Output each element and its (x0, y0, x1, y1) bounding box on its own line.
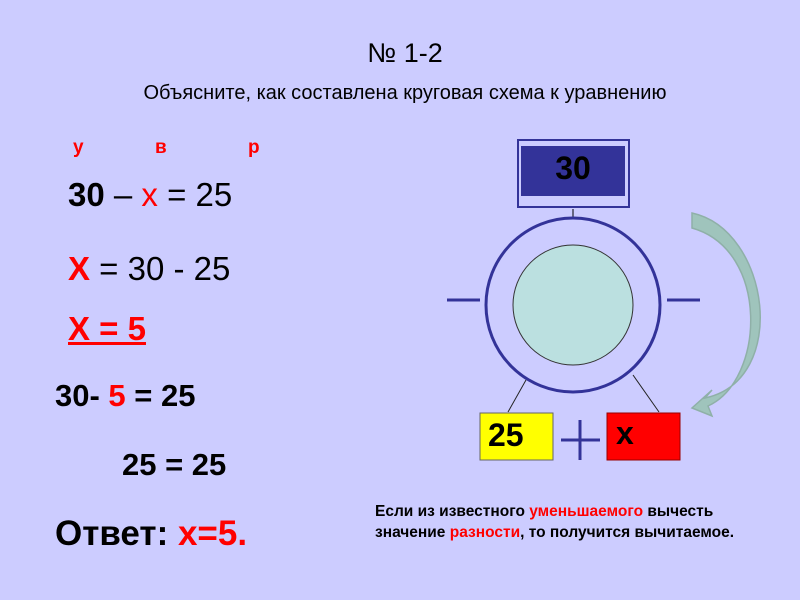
note-text-2: вычесть значение (375, 503, 714, 541)
eq-minus: – (104, 176, 142, 213)
note-highlight-difference: разности (449, 524, 521, 541)
check-rest: = 25 (125, 378, 196, 413)
note-highlight-minuend: уменьшаемого (529, 503, 644, 520)
check-line: 30- 5 = 25 (55, 378, 195, 414)
label-subtrahend: в (155, 137, 167, 158)
step1-x: X (68, 250, 91, 287)
answer-value: x=5. (177, 514, 248, 553)
check-a: 30- (55, 378, 109, 413)
solution-result: X = 5 (68, 310, 146, 347)
right-box (606, 412, 681, 461)
eq-x: x (141, 176, 158, 213)
slide-subtitle: Объясните, как составлена круговая схема… (143, 82, 667, 104)
equation: 30 – x = 25 (68, 176, 232, 214)
inner-circle (512, 244, 634, 366)
outer-circle (484, 216, 662, 394)
slide-title: № 1-2 (367, 38, 443, 68)
top-box (521, 146, 625, 196)
check-result: 25 = 25 (122, 447, 227, 482)
top-box-value: 30 (555, 150, 591, 186)
label-difference: р (248, 137, 260, 158)
eq-minuend: 30 (68, 176, 105, 213)
label-minuend: у (73, 137, 84, 158)
right-box-value: x (616, 415, 634, 451)
top-box-frame (517, 139, 630, 208)
note-text-1: Если из известного (375, 503, 530, 520)
answer-label: Ответ: (55, 514, 178, 553)
curved-arrow (690, 212, 761, 418)
eq-rest: = 25 (157, 176, 233, 213)
note-text-3: , то получится вычитаемое. (520, 524, 735, 541)
left-box (479, 412, 554, 461)
answer: Ответ: x=5. (55, 514, 247, 554)
check-x: 5 (108, 378, 126, 413)
connector-right (632, 374, 660, 413)
step1-rest: = 30 - 25 (90, 250, 231, 287)
rule-note: Если из известного уменьшаемого вычесть … (375, 501, 755, 543)
solution-step-1: X = 30 - 25 (68, 250, 230, 288)
connector-left (507, 379, 527, 413)
left-box-value: 25 (488, 417, 524, 453)
